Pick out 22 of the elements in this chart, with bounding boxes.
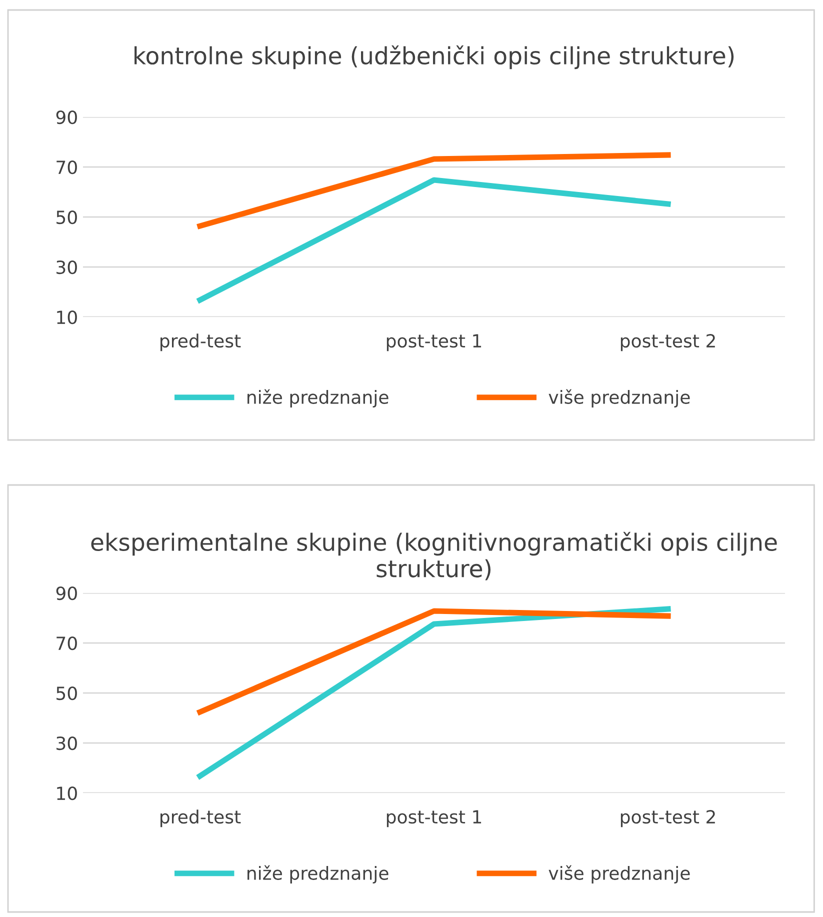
legend-label: više predznanje (548, 865, 690, 884)
y-tick-label: 50 (56, 686, 77, 700)
x-tick-label: post-test 2 (620, 334, 715, 352)
x-tick-label: pred-test (160, 334, 241, 352)
chart-title: kontrolne skupine (udžbenički opis ciljne strukture) (134, 45, 734, 70)
y-tick-label: 90 (56, 110, 77, 124)
y-tick-label: 50 (56, 210, 77, 224)
y-tick-label: 90 (56, 586, 77, 600)
y-tick-label: 10 (57, 786, 77, 800)
x-tick-label: pred-test (160, 810, 241, 828)
x-tick-label: post-test 1 (386, 810, 482, 828)
y-tick-label: 70 (56, 160, 77, 174)
y-tick-label: 70 (56, 636, 77, 650)
chart-title: eksperimentalne skupine (kognitivnogramatički opis ciljne strukture) (91, 532, 777, 580)
legend-label: više predznanje (548, 389, 690, 408)
legend-label: niže predznanje (248, 865, 388, 884)
legend-label: niže predznanje (248, 389, 388, 408)
y-tick-label: 10 (57, 310, 77, 324)
y-tick-label: 30 (56, 260, 77, 274)
x-tick-label: post-test 1 (386, 334, 482, 352)
x-tick-label: post-test 2 (620, 810, 715, 828)
y-tick-label: 30 (56, 736, 77, 750)
